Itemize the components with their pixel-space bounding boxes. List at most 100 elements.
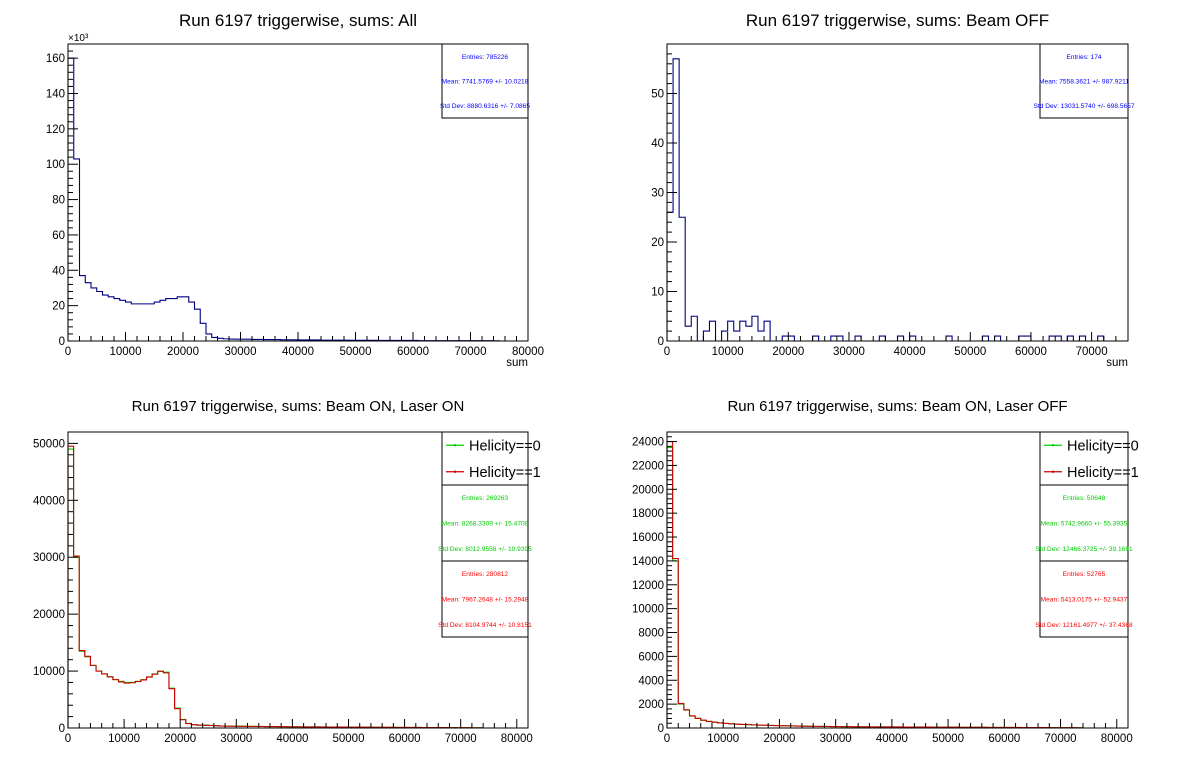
stats-line: Std Dev: 8880.6316 +/- 7.0865 [440, 103, 530, 110]
legend-marker [453, 470, 457, 473]
y-tick-label: 30 [651, 188, 664, 200]
stats-line: Mean: 7558.3621 +/- 987.9211 [1039, 79, 1129, 86]
y-tick-label: 0 [658, 723, 664, 735]
y-tick-label: 40 [651, 138, 664, 150]
y-tick-label: 10 [651, 287, 664, 299]
y-tick-label: 8000 [638, 628, 664, 640]
x-tick-label: 70000 [445, 733, 477, 745]
x-tick-label: 10000 [108, 733, 140, 745]
legend-entry: Helicity==0 [469, 438, 541, 454]
y-tick-label: 50000 [33, 438, 65, 450]
stats-box [441, 484, 529, 562]
x-tick-label: 40000 [282, 346, 314, 358]
x-tick-label: 40000 [894, 346, 926, 358]
stats-line: Mean: 5742.9660 +/- 55.3935 [1041, 521, 1128, 528]
x-tick-label: 80000 [1101, 733, 1133, 745]
y-tick-label: 50 [651, 89, 664, 101]
legend-marker [1051, 470, 1055, 473]
y-tick-label: 10000 [33, 666, 65, 678]
x-tick-label: 60000 [397, 346, 429, 358]
chart-title: Run 6197 triggerwise, sums: Beam OFF [746, 11, 1049, 30]
legend-entry: Helicity==1 [1067, 465, 1139, 481]
y-tick-label: 0 [59, 723, 65, 735]
x-axis-label: sum [1106, 357, 1128, 369]
x-tick-label: 50000 [340, 346, 372, 358]
stats-line: Std Dev: 8012.9558 +/- 10.9395 [438, 546, 532, 553]
y-tick-label: 100 [46, 159, 65, 171]
stats-line: Std Dev: 8104.9744 +/- 10.8151 [438, 622, 532, 629]
y-tick-label: 22000 [632, 460, 664, 472]
y-tick-label: 20000 [33, 609, 65, 621]
x-axis-label: sum [506, 357, 528, 369]
stats-box [1039, 43, 1129, 119]
y-tick-label: 4000 [638, 675, 664, 687]
stats-line: Mean: 7741.5769 +/- 10.0218 [442, 79, 529, 86]
x-tick-label: 20000 [167, 346, 199, 358]
x-tick-label: 40000 [276, 733, 308, 745]
y-tick-label: 120 [46, 124, 65, 136]
y-tick-label: 6000 [638, 651, 664, 663]
y-tick-label: 20 [52, 301, 65, 313]
y-tick-label: 60 [52, 230, 65, 242]
y-tick-label: 14000 [632, 556, 664, 568]
stats-box [1039, 484, 1129, 562]
x-tick-label: 30000 [833, 346, 865, 358]
stats-line: Entries: 50648 [1063, 495, 1106, 502]
legend-marker [1051, 444, 1055, 447]
x-tick-label: 40000 [876, 733, 908, 745]
x-tick-label: 70000 [1045, 733, 1077, 745]
stats-box [441, 560, 529, 638]
x-tick-label: 10000 [707, 733, 739, 745]
y-tick-label: 0 [59, 336, 65, 348]
x-tick-label: 50000 [332, 733, 364, 745]
x-tick-label: 30000 [225, 346, 257, 358]
x-tick-label: 80000 [512, 346, 544, 358]
stats-box [441, 43, 529, 119]
y-tick-label: 24000 [632, 437, 664, 449]
histogram-panel-4: Run 6197 triggerwise, sums: Beam ON, Las… [632, 398, 1139, 745]
x-tick-label: 80000 [501, 733, 533, 745]
stats-line: Entries: 269263 [462, 495, 509, 502]
stats-line: Std Dev: 13031.5740 +/- 698.5657 [1034, 103, 1135, 110]
x-tick-label: 70000 [455, 346, 487, 358]
stats-line: Std Dev: 12466.3725 +/- 39.1691 [1035, 546, 1133, 553]
x-tick-label: 60000 [1015, 346, 1047, 358]
y-tick-label: 16000 [632, 532, 664, 544]
y-tick-label: 20 [651, 237, 664, 249]
x-tick-label: 60000 [389, 733, 421, 745]
stats-line: Entries: 52765 [1063, 571, 1106, 578]
stats-line: Mean: 7967.2648 +/- 15.2948 [442, 597, 529, 604]
stats-line: Mean: 5413.0175 +/- 52.9437 [1041, 597, 1128, 604]
y-tick-label: 18000 [632, 508, 664, 520]
x-tick-label: 0 [65, 346, 71, 358]
y-tick-label: 140 [46, 89, 65, 101]
stats-box [1039, 560, 1129, 638]
y-tick-label: 12000 [632, 580, 664, 592]
stats-line: Entries: 280812 [462, 571, 509, 578]
x-tick-label: 10000 [712, 346, 744, 358]
chart-title: Run 6197 triggerwise, sums: All [179, 11, 417, 30]
stats-line: Entries: 174 [1066, 54, 1102, 61]
x-tick-label: 0 [664, 733, 670, 745]
y-tick-label: 2000 [638, 699, 664, 711]
y-tick-label: 10000 [632, 604, 664, 616]
y-tick-label: 20000 [632, 484, 664, 496]
legend-box [1039, 431, 1129, 486]
x-tick-label: 60000 [988, 733, 1020, 745]
chart-title: Run 6197 triggerwise, sums: Beam ON, Las… [132, 398, 465, 415]
legend-box [441, 431, 529, 486]
y-tick-label: 40000 [33, 495, 65, 507]
y-tick-label: 40 [52, 265, 65, 277]
y-tick-label: 0 [658, 336, 664, 348]
stats-line: Entries: 785226 [462, 54, 509, 61]
histogram-series-1 [666, 58, 1128, 342]
legend-entry: Helicity==0 [1067, 438, 1139, 454]
x-tick-label: 0 [65, 733, 71, 745]
stats-line: Std Dev: 12161.4977 +/- 37.4368 [1035, 622, 1133, 629]
histogram-panel-3: Run 6197 triggerwise, sums: Beam ON, Las… [33, 398, 541, 745]
x-tick-label: 50000 [932, 733, 964, 745]
x-tick-label: 0 [664, 346, 670, 358]
